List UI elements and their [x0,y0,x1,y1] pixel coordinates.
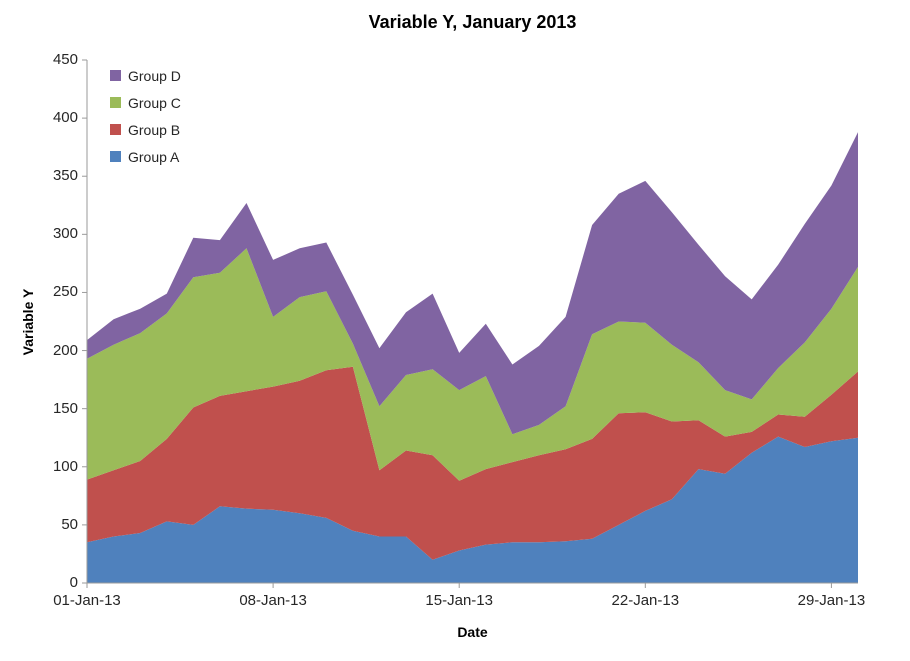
legend-item-group-a: Group A [110,143,181,170]
area-group-d [87,132,858,435]
y-tick-label: 50 [61,515,78,533]
y-tick-label: 150 [52,399,78,417]
chart-title: Variable Y, January 2013 [368,12,577,32]
legend-label: Group A [128,148,180,165]
y-tick-label: 300 [52,225,78,243]
legend-item-group-b: Group B [110,116,181,143]
legend-item-group-d: Group D [110,62,181,89]
x-axis-title: Date [457,624,488,640]
legend-item-group-c: Group C [110,89,181,116]
legend-label: Group C [128,94,181,111]
y-tick-label: 350 [52,167,78,185]
legend-label: Group B [128,121,181,138]
area-group-a [87,436,858,583]
y-tick-label: 0 [69,574,78,591]
x-tick-label: 22-Jan-13 [611,592,680,609]
y-tick-label: 250 [52,283,78,301]
y-tick-label: 200 [52,341,78,359]
x-tick-label: 29-Jan-13 [797,592,866,609]
y-axis-title: Variable Y [20,288,36,356]
x-tick-label: 01-Jan-13 [53,592,121,609]
legend: Group D Group C Group B Group A [110,62,181,170]
y-tick-label: 100 [52,457,78,475]
area-group-b [87,366,858,560]
area-group-c [87,248,858,481]
group-d-swatch [110,70,121,81]
y-tick-label: 400 [52,109,78,127]
group-c-swatch [110,97,121,108]
group-a-swatch [110,151,121,162]
y-tick-label: 450 [52,51,78,68]
legend-label: Group D [128,67,181,84]
x-tick-label: 08-Jan-13 [239,592,307,609]
x-tick-label: 15-Jan-13 [425,592,493,609]
group-b-swatch [110,124,121,135]
